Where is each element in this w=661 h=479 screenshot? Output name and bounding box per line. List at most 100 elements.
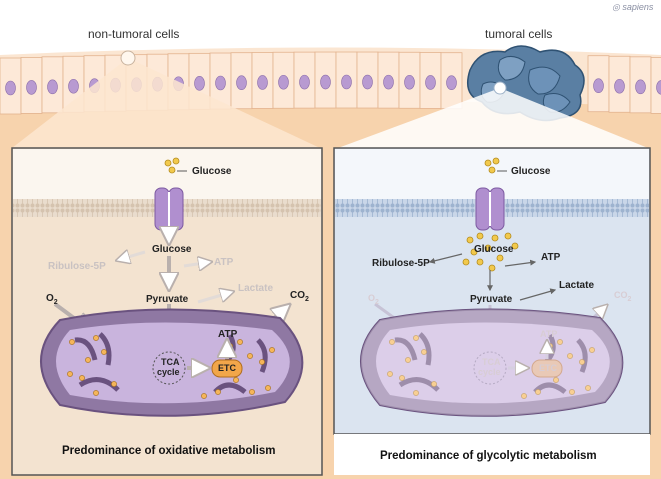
cell-nucleus <box>299 74 310 90</box>
cell-nucleus <box>383 74 394 90</box>
cell-nucleus <box>257 75 268 90</box>
glucose-outside-label: Glucose <box>192 166 232 177</box>
pyruvate-label: Pyruvate <box>470 294 513 305</box>
mitochondrial-dot <box>557 339 563 345</box>
mitochondrial-dot <box>387 371 393 377</box>
o2-subscript: 2 <box>375 298 379 306</box>
co2-subscript: 2 <box>305 296 309 303</box>
co2-text: CO <box>614 290 628 300</box>
co2-label: CO2 <box>614 290 631 303</box>
glucose-inside-label: Glucose <box>152 244 192 255</box>
mitochondrial-dot <box>79 375 85 381</box>
mitochondrial-dot <box>259 359 265 365</box>
cell-nucleus <box>68 78 79 94</box>
mitochondrial-dot <box>237 339 243 345</box>
mitochondrial-dot <box>553 377 559 383</box>
cell-nucleus <box>236 75 247 91</box>
cell-nucleus <box>194 76 205 91</box>
tca-cycle-ring <box>152 351 186 385</box>
glucose-outside-label: Glucose <box>511 166 551 177</box>
left-caption: Predominance of oxidative metabolism <box>62 445 276 457</box>
cell-nucleus <box>215 75 226 91</box>
atp-glycolysis-label: ATP <box>214 257 234 268</box>
cell-nucleus <box>341 74 352 90</box>
epithelial-cell-row <box>0 51 661 115</box>
mitochondrial-dot <box>589 347 595 353</box>
mitochondrial-dot <box>413 390 419 396</box>
cell-nucleus <box>446 75 457 91</box>
cell-nucleus <box>320 74 331 90</box>
mitochondrial-dot <box>569 389 575 395</box>
atp-glycolysis-label: ATP <box>541 252 561 263</box>
cell-nucleus <box>362 74 373 90</box>
mitochondrial-dot <box>413 335 419 341</box>
mitochondrial-dot <box>269 347 275 353</box>
lactate-label: Lactate <box>238 283 274 294</box>
cell-nucleus <box>404 74 415 90</box>
mitochondrial-dot <box>201 393 207 399</box>
non-tumoral-cells-label: non-tumoral cells <box>88 27 180 41</box>
mitochondrial-dot <box>249 389 255 395</box>
mitochondrial-dot <box>521 393 527 399</box>
cell-nucleus <box>278 74 289 90</box>
glucose-molecules <box>164 157 187 174</box>
mitochondrial-dot <box>85 357 91 363</box>
glucose-transporter <box>154 187 184 231</box>
epithelial-cell <box>650 57 661 114</box>
glucose-molecules <box>462 157 519 272</box>
o2-text: O <box>368 293 376 303</box>
o2-label: O2 <box>46 293 58 306</box>
etc-complex <box>211 359 243 378</box>
zoom-cone-left <box>12 50 320 148</box>
mitochondrial-dot <box>93 390 99 396</box>
mitochondrial-dot <box>101 349 107 355</box>
mitochondrial-dot <box>405 357 411 363</box>
mitochondrial-dot <box>265 385 271 391</box>
mitochondrial-dot <box>233 377 239 383</box>
o2-label: O2 <box>368 293 379 306</box>
panel-tumoral <box>333 147 651 435</box>
atp-mito-label: ATP <box>540 329 558 339</box>
mitochondrial-dots <box>67 335 275 399</box>
panel-non-tumoral <box>11 147 323 476</box>
co2-label: CO2 <box>290 290 309 303</box>
ribulose-label: Ribulose-5P <box>372 258 430 269</box>
tca-label-line2: cycle <box>157 367 180 377</box>
brand-name: sapiens <box>622 2 654 12</box>
mitochondrial-dot <box>247 353 253 359</box>
brand-logo: ◎ sapiens <box>612 2 654 12</box>
etc-label: ETC <box>218 363 236 373</box>
mitochondrial-dot <box>215 389 221 395</box>
etc-label: ETC <box>539 363 557 373</box>
mitochondrion <box>360 308 624 417</box>
mitochondrial-dot <box>111 381 117 387</box>
pyruvate-label: Pyruvate <box>146 294 189 305</box>
mitochondrial-dot <box>69 339 75 345</box>
cell-nucleus <box>635 79 646 95</box>
mitochondrial-dot <box>431 381 437 387</box>
mitochondrial-dot <box>421 349 427 355</box>
co2-text: CO <box>290 290 305 301</box>
o2-text: O <box>46 293 54 304</box>
mitochondrial-dot <box>535 389 541 395</box>
mitochondrial-dot <box>585 385 591 391</box>
mitochondrial-dot <box>567 353 573 359</box>
mitochondrial-dot <box>389 339 395 345</box>
o2-subscript: 2 <box>53 299 58 306</box>
atp-mito-label: ATP <box>218 329 238 340</box>
ribulose-label: Ribulose-5P <box>48 261 106 272</box>
tca-label-line1: TCA <box>161 357 180 367</box>
zoom-cone-right <box>338 81 648 148</box>
right-caption: Predominance of glycolytic metabolism <box>380 450 597 462</box>
lactate-label: Lactate <box>559 280 595 291</box>
mitochondrial-dot <box>579 359 585 365</box>
co2-subscript: 2 <box>627 295 632 303</box>
cell-nucleus <box>593 78 604 94</box>
mitochondrial-dot <box>399 375 405 381</box>
tumoral-cells-label: tumoral cells <box>485 27 553 41</box>
cell-nucleus <box>614 78 625 94</box>
glucose-transporter <box>475 187 505 231</box>
cell-nucleus <box>5 80 16 96</box>
etc-complex <box>531 359 563 378</box>
mitochondrial-dot <box>93 335 99 341</box>
